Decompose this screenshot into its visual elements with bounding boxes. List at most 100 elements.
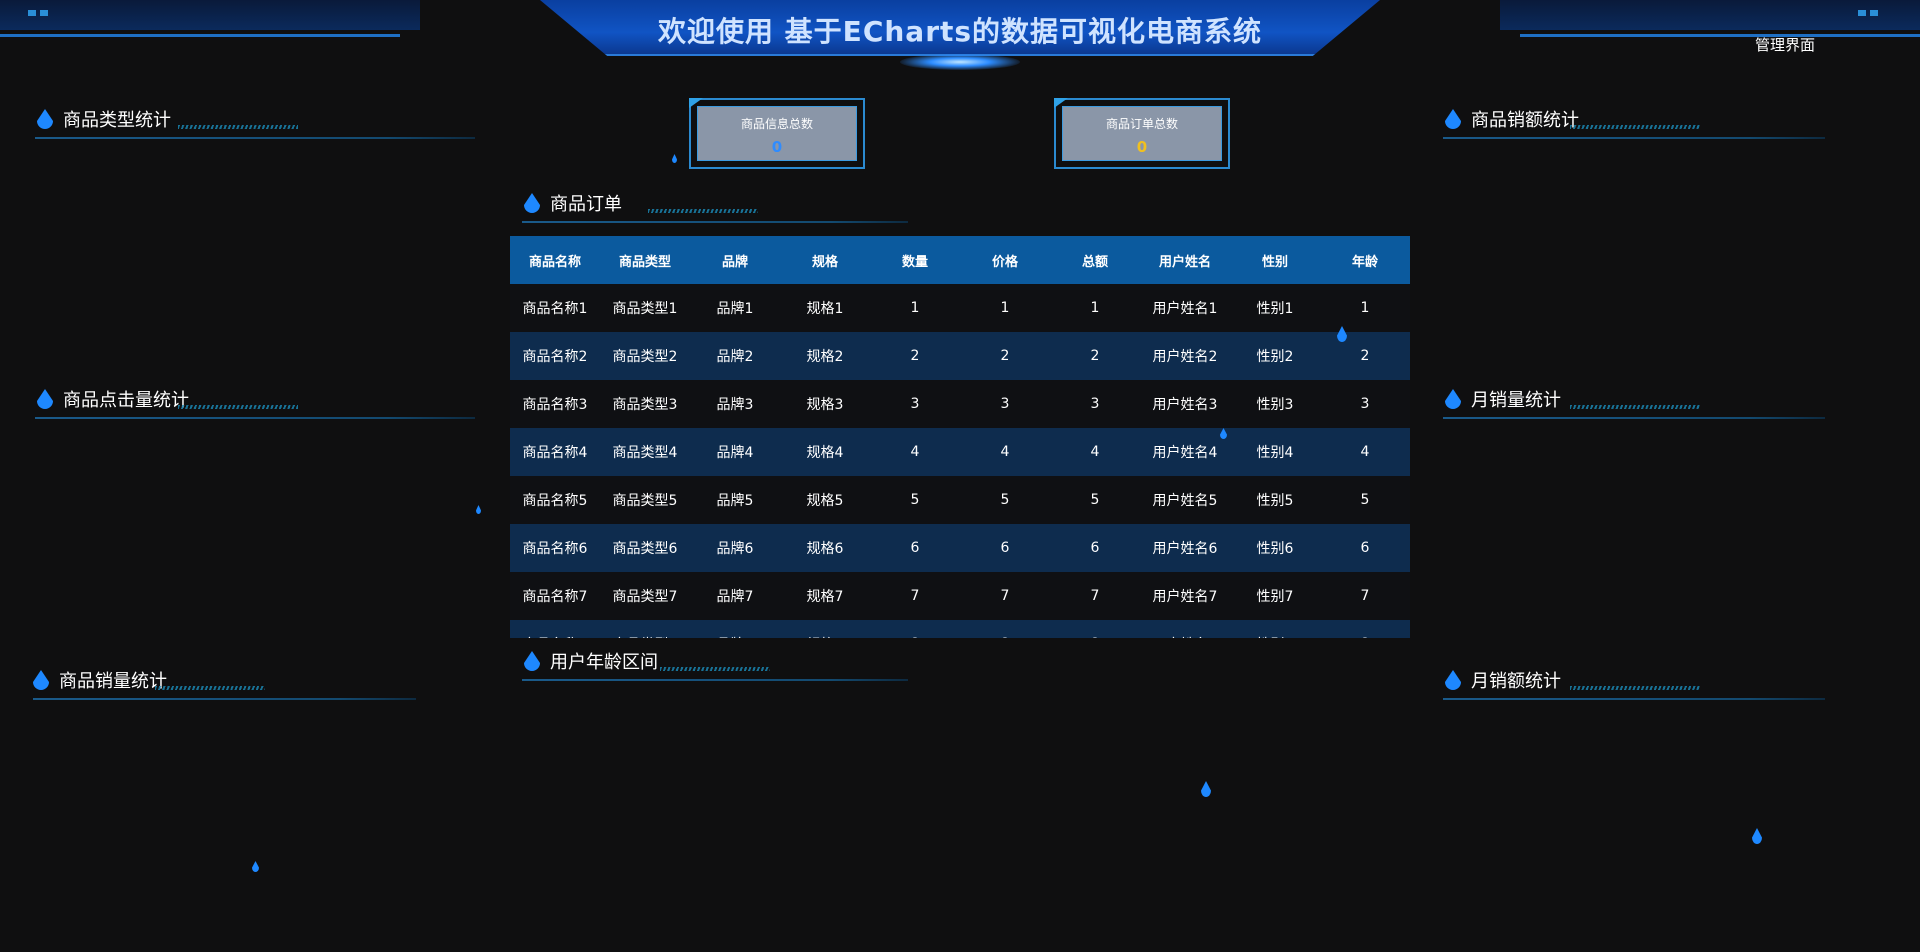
table-cell: 商品名称8 (510, 634, 600, 638)
table-cell: 性别5 (1256, 493, 1294, 509)
column-header[interactable]: 用户姓名 (1158, 254, 1211, 270)
table-cell: 1 (1360, 300, 1370, 316)
droplet-icon (37, 109, 53, 129)
header-right-bar (1500, 0, 1920, 30)
column-header[interactable]: 年龄 (1351, 254, 1378, 270)
table-cell: 用户姓名3 (1152, 397, 1218, 413)
column-header[interactable]: 商品名称 (528, 254, 581, 270)
table-cell: 6 (910, 540, 920, 556)
table-cell: 规格7 (806, 589, 844, 605)
table-cell: 品牌7 (716, 589, 754, 605)
panel-underline (35, 137, 475, 139)
header-banner: 欢迎使用 基于ECharts的数据可视化电商系统 (0, 0, 1920, 80)
table-row[interactable]: 商品名称5 商品类型5 品牌5 规格5 5 5 5 用户姓名5 性别5 5 (510, 476, 1410, 524)
table-cell: 7 (1360, 588, 1370, 604)
header-right-line (1520, 34, 1920, 37)
admin-link[interactable]: 管理界面 (1755, 36, 1816, 54)
table-cell: 用户姓名1 (1152, 301, 1218, 317)
table-cell: 商品类型1 (612, 301, 678, 317)
orders-table[interactable]: 商品名称 商品类型 品牌 规格 数量 价格 总额 用户姓名 性别 年龄 商品名称1 商品类型1 品牌1 规… (510, 236, 1410, 638)
column-header[interactable]: 价格 (991, 254, 1018, 270)
decor-squares-left (28, 10, 36, 16)
title-hatch (178, 125, 298, 129)
table-cell: 7 (910, 588, 920, 604)
decor-squares-right (1858, 10, 1866, 16)
table-cell: 规格3 (806, 397, 844, 413)
panel-title-text: 商品销额统计 (1471, 110, 1579, 131)
table-cell: 3 (910, 396, 920, 412)
table-cell: 性别3 (1256, 397, 1294, 413)
table-cell: 商品类型7 (612, 589, 678, 605)
decor-squares-right (1870, 10, 1878, 16)
table-cell: 3 (1090, 396, 1100, 412)
table-cell: 7 (1090, 588, 1100, 604)
droplet-icon (252, 861, 259, 872)
table-cell: 8 (1320, 636, 1410, 638)
table-cell: 用户姓名4 (1152, 445, 1218, 461)
table-cell: 品牌4 (716, 445, 754, 461)
droplet-icon (476, 505, 481, 514)
title-hatch (1570, 405, 1700, 409)
droplet-icon (1201, 781, 1211, 797)
table-row[interactable]: 商品名称3 商品类型3 品牌3 规格3 3 3 3 用户姓名3 性别3 3 (510, 380, 1410, 428)
column-header[interactable]: 规格 (811, 254, 838, 270)
table-cell: 规格6 (806, 541, 844, 557)
table-cell: 8 (1050, 636, 1140, 638)
droplet-icon (1220, 428, 1227, 439)
panel-underline (1443, 698, 1825, 700)
panel-title-sales-stats: 商品销量统计 (33, 665, 167, 695)
panel-title-text: 商品订单 (550, 194, 622, 215)
table-cell: 5 (1000, 492, 1010, 508)
table-cell: 商品类型8 (600, 634, 690, 638)
table-cell: 4 (1090, 444, 1100, 460)
panel-title-text: 月销量统计 (1471, 390, 1561, 411)
table-cell: 性别6 (1256, 541, 1294, 557)
droplet-icon (1445, 109, 1461, 129)
decor-squares-left (40, 10, 48, 16)
table-cell: 性别7 (1256, 589, 1294, 605)
table-cell: 性别4 (1256, 445, 1294, 461)
droplet-icon (524, 193, 540, 213)
table-cell: 4 (1360, 444, 1370, 460)
table-cell: 5 (1360, 492, 1370, 508)
table-cell: 品牌3 (716, 397, 754, 413)
table-row[interactable]: 商品名称7 商品类型7 品牌7 规格7 7 7 7 用户姓名7 性别7 7 (510, 572, 1410, 620)
table-row[interactable]: 商品名称8商品类型8品牌8规格8888用户姓名8性别88 (510, 620, 1410, 638)
corner-decor (1054, 98, 1068, 108)
table-cell: 规格8 (780, 634, 870, 638)
table-cell: 规格5 (806, 493, 844, 509)
droplet-icon (33, 670, 49, 690)
column-header[interactable]: 商品类型 (618, 254, 671, 270)
table-row[interactable]: 商品名称2 商品类型2 品牌2 规格2 2 2 2 用户姓名2 性别2 2 (510, 332, 1410, 380)
table-row[interactable]: 商品名称1 商品类型1 品牌1 规格1 1 1 1 用户姓名1 性别1 1 (510, 284, 1410, 332)
table-cell: 品牌6 (716, 541, 754, 557)
droplet-icon (1445, 670, 1461, 690)
table-cell: 性别2 (1256, 349, 1294, 365)
column-header[interactable]: 数量 (901, 254, 928, 270)
panel-title-orders: 商品订单 (524, 188, 622, 218)
table-cell: 5 (910, 492, 920, 508)
header-left-line (0, 34, 400, 37)
stat-value: 0 (771, 138, 783, 156)
stat-product-total: 商品信息总数 0 (689, 98, 865, 169)
column-header[interactable]: 品牌 (721, 254, 748, 270)
stat-order-total: 商品订单总数 0 (1054, 98, 1230, 169)
table-cell: 3 (1000, 396, 1010, 412)
table-cell: 7 (1000, 588, 1010, 604)
droplet-icon (672, 154, 677, 163)
title-hatch (648, 209, 758, 213)
table-row[interactable]: 商品名称4 商品类型4 品牌4 规格4 4 4 4 用户姓名4 性别4 4 (510, 428, 1410, 476)
column-header[interactable]: 性别 (1261, 254, 1288, 270)
table-cell: 1 (1090, 300, 1100, 316)
table-row[interactable]: 商品名称6 商品类型6 品牌6 规格6 6 6 6 用户姓名6 性别6 6 (510, 524, 1410, 572)
panel-underline (33, 698, 416, 700)
table-cell: 6 (1360, 540, 1370, 556)
panel-title-text: 商品类型统计 (63, 110, 171, 131)
table-cell: 品牌5 (716, 493, 754, 509)
droplet-icon (1752, 828, 1762, 844)
table-cell: 商品名称7 (522, 589, 588, 605)
column-header[interactable]: 总额 (1081, 254, 1108, 270)
panel-title-monthly-sales: 月销量统计 (1445, 384, 1561, 414)
table-cell: 商品名称4 (522, 445, 588, 461)
table-cell: 商品类型4 (612, 445, 678, 461)
